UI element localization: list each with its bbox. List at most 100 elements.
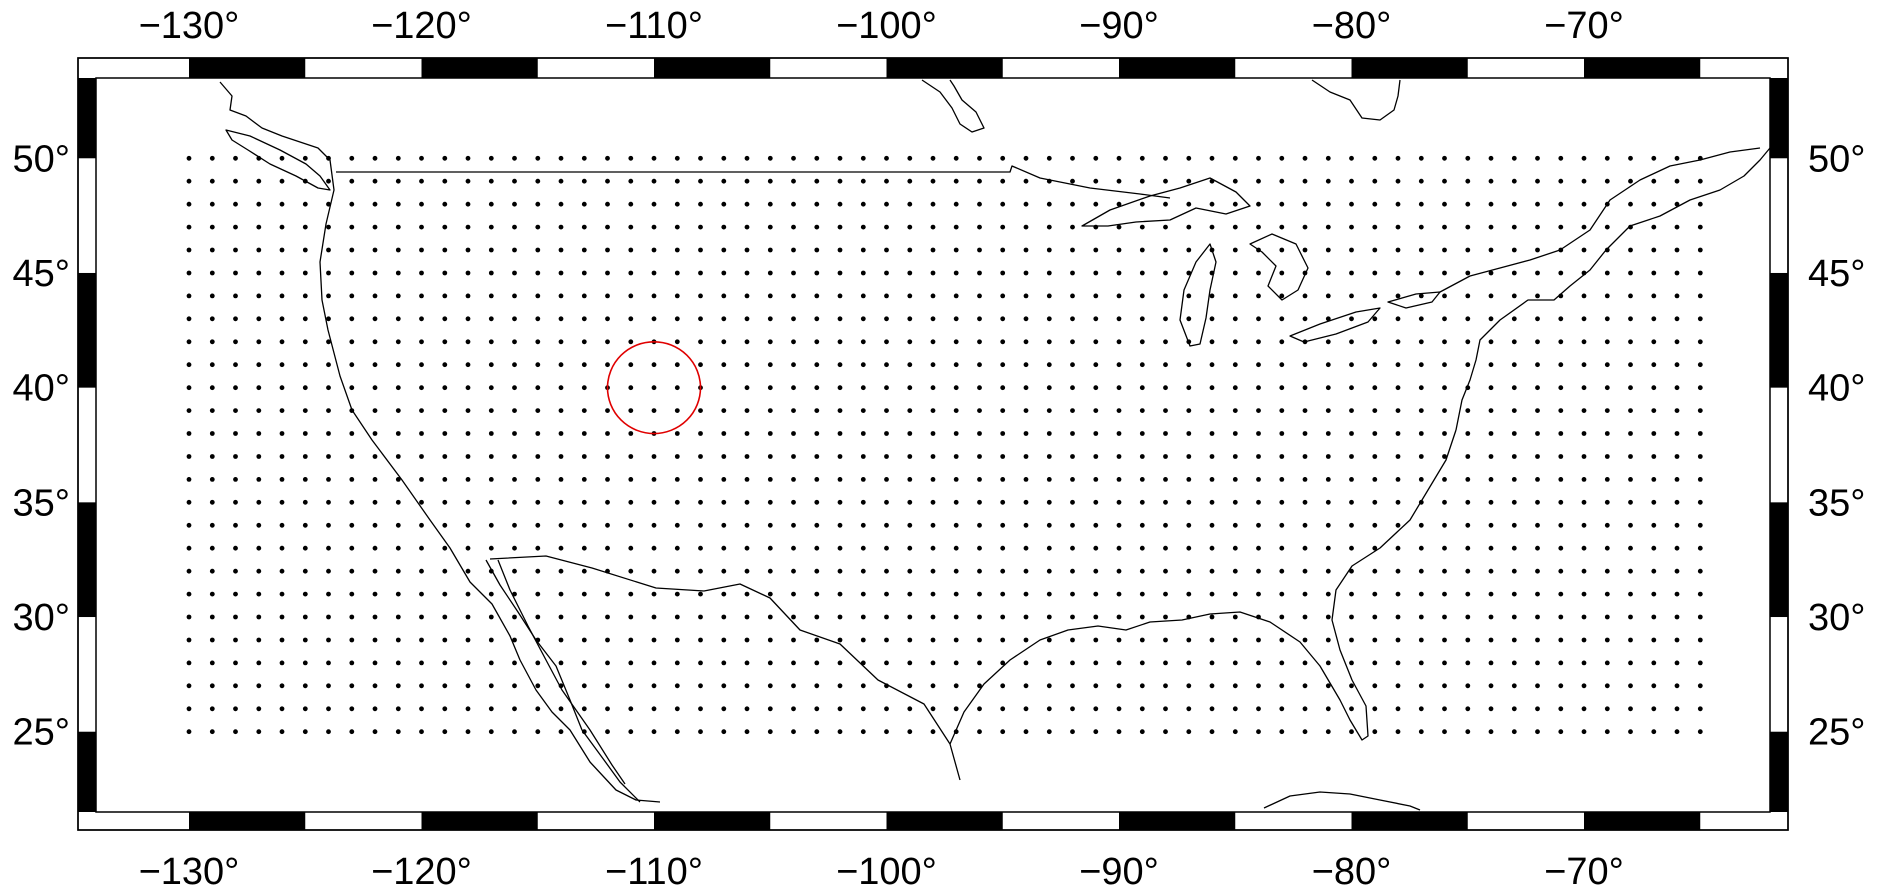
grid-point — [349, 270, 355, 276]
grid-point — [1465, 477, 1471, 482]
grid-point — [488, 545, 494, 551]
grid-point — [558, 683, 564, 689]
grid-point — [488, 339, 494, 345]
grid-point — [814, 568, 820, 574]
grid-point — [1535, 247, 1540, 253]
grid-point — [186, 706, 192, 712]
grid-point — [1628, 729, 1633, 735]
grid-point — [1163, 477, 1168, 482]
grid-point — [674, 614, 680, 620]
grid-point — [1349, 591, 1354, 597]
grid-point — [1046, 224, 1052, 230]
grid-point — [1116, 224, 1122, 230]
grid-point — [1581, 660, 1587, 666]
lon-label-top: −80° — [1312, 5, 1392, 47]
grid-point — [744, 591, 750, 597]
grid-point — [767, 591, 773, 597]
grid-point — [488, 201, 494, 207]
grid-point — [1070, 316, 1075, 322]
grid-point — [860, 454, 866, 459]
grid-point — [767, 729, 773, 735]
grid-point — [884, 247, 889, 253]
grid-point — [349, 454, 355, 459]
grid-point — [1046, 591, 1052, 597]
grid-point — [1395, 477, 1401, 482]
grid-point — [1395, 293, 1401, 299]
grid-point — [1093, 660, 1099, 666]
grid-point — [1256, 568, 1261, 574]
grid-point — [558, 431, 564, 436]
grid-point — [186, 522, 192, 528]
grid-point — [1116, 477, 1122, 482]
grid-point — [1674, 155, 1680, 161]
grid-point — [1418, 545, 1424, 551]
grid-point — [860, 637, 866, 643]
grid-point — [814, 614, 820, 620]
grid-point — [512, 362, 517, 368]
grid-point — [1511, 522, 1517, 528]
grid-point — [674, 729, 680, 735]
grid-point — [581, 660, 587, 666]
grid-point — [1418, 637, 1424, 643]
grid-point — [1418, 316, 1424, 322]
grid-point — [767, 293, 773, 299]
grid-point — [1256, 201, 1261, 207]
grid-point — [698, 339, 703, 345]
grid-point — [209, 201, 215, 207]
grid-point — [1628, 178, 1633, 184]
grid-point — [1418, 224, 1424, 230]
grid-point — [1651, 660, 1657, 666]
grid-point — [953, 614, 959, 620]
grid-point — [1209, 201, 1215, 207]
grid-point — [907, 431, 913, 436]
grid-point — [605, 568, 610, 574]
grid-point — [512, 316, 517, 322]
grid-point — [884, 293, 889, 299]
grid-point — [1604, 545, 1610, 551]
grid-point — [209, 362, 215, 368]
grid-point — [1116, 270, 1122, 276]
grid-point — [488, 522, 494, 528]
grid-point — [1349, 729, 1354, 735]
grid-point — [1604, 637, 1610, 643]
grid-point — [1209, 591, 1215, 597]
grid-point — [1558, 591, 1564, 597]
grid-point — [1581, 408, 1587, 413]
grid-point — [419, 339, 424, 345]
grid-point — [1604, 224, 1610, 230]
grid-point — [628, 499, 634, 505]
grid-point — [1349, 477, 1354, 482]
grid-point — [233, 499, 238, 505]
grid-point — [581, 591, 587, 597]
grid-point — [581, 408, 587, 413]
lat-label-left: 50° — [13, 138, 70, 180]
grid-point — [1581, 247, 1587, 253]
grid-point — [535, 729, 541, 735]
grid-point — [395, 247, 401, 253]
grid-point — [930, 637, 936, 643]
grid-point — [605, 706, 610, 712]
grid-point — [605, 339, 610, 345]
grid-point — [1581, 568, 1587, 574]
grid-point — [326, 155, 331, 161]
grid-point — [419, 155, 424, 161]
grid-point — [767, 316, 773, 322]
grid-point — [1628, 706, 1633, 712]
grid-point — [744, 270, 750, 276]
grid-point — [1116, 637, 1122, 643]
grid-point — [651, 660, 657, 666]
grid-point — [465, 385, 471, 391]
grid-point — [977, 201, 982, 207]
grid-point — [1349, 660, 1354, 666]
grid-point — [1581, 339, 1587, 345]
grid-point — [721, 660, 727, 666]
grid-point — [488, 591, 494, 597]
grid-point — [1256, 339, 1261, 345]
grid-point — [465, 522, 471, 528]
grid-point — [1535, 729, 1540, 735]
grid-point — [1581, 201, 1587, 207]
grid-point — [1232, 637, 1238, 643]
grid-point — [1209, 316, 1215, 322]
grid-point — [372, 522, 378, 528]
grid-point — [558, 385, 564, 391]
